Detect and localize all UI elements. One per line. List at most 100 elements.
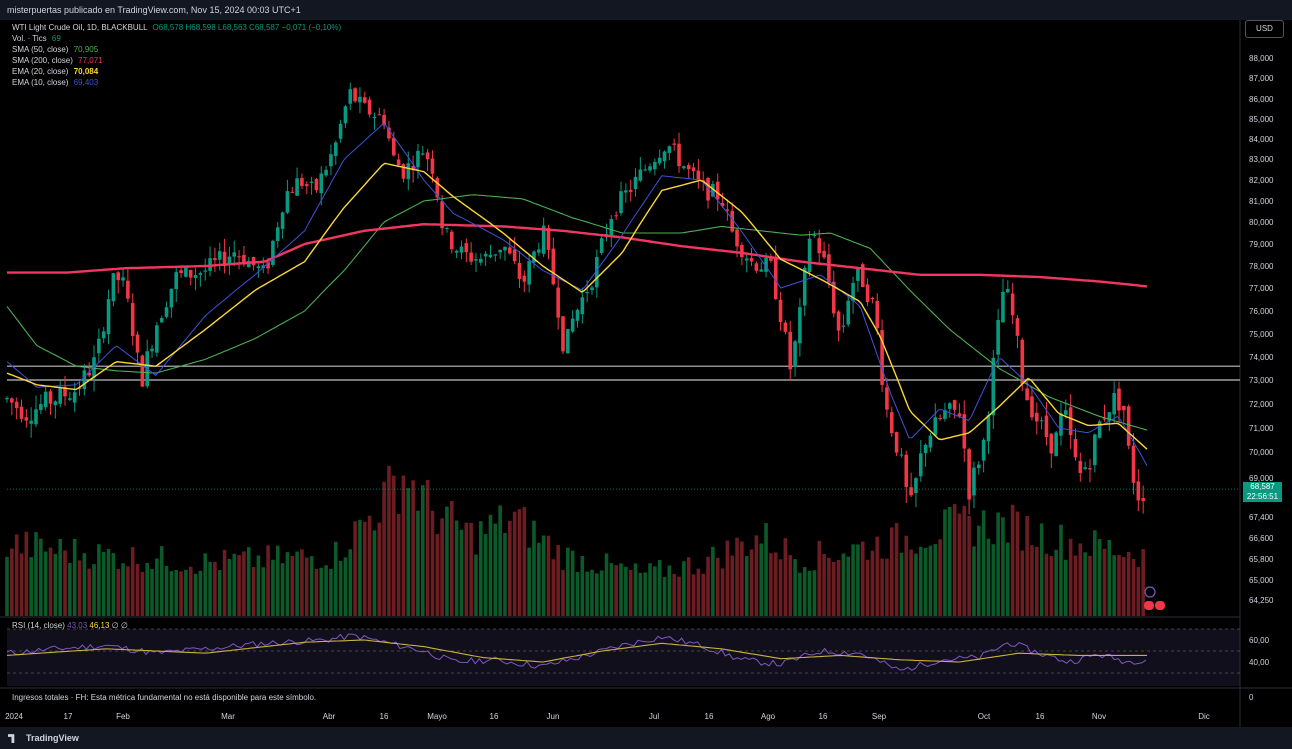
ema20-line <box>6 162 1148 450</box>
chart-canvas[interactable]: 88,000 87,000 86,000 85,000 84,000 83,000 82,0… <box>0 20 1292 727</box>
volume-bar <box>1044 553 1049 616</box>
price-tick-label: 80,000 <box>1249 218 1274 227</box>
volume-bar <box>653 566 657 616</box>
candle-body <box>290 191 295 193</box>
volume-bar <box>227 558 232 616</box>
rsi-legend[interactable]: RSI (14, close) 43,03 46,13 ∅ ∅ <box>12 621 128 630</box>
candle-body <box>1107 412 1112 422</box>
volume-bar <box>638 572 643 616</box>
volume-bar <box>986 538 991 616</box>
candle-body <box>541 225 546 254</box>
candle-body <box>889 412 894 434</box>
price-tick-label: 67,400 <box>1249 513 1274 522</box>
volume-bar <box>121 563 125 616</box>
volume-bar <box>1035 546 1039 616</box>
sma50-indicator[interactable]: SMA (50, close) 70,905 <box>12 44 341 55</box>
volume-bar <box>10 548 14 616</box>
volume-bar <box>362 521 367 616</box>
volume-bar <box>1078 543 1083 616</box>
candle-body <box>222 251 227 267</box>
candle-body <box>377 114 382 116</box>
time-tick-label: Oct <box>978 712 991 721</box>
candle-body <box>14 401 19 409</box>
currency-button[interactable]: USD <box>1245 20 1284 38</box>
time-tick-label: 2024 <box>5 712 23 721</box>
volume-bar <box>672 573 676 616</box>
candle-body <box>309 181 314 183</box>
volume-bar <box>1083 552 1087 616</box>
volume-bar <box>19 553 24 616</box>
rsi-ma-value: 46,13 <box>89 621 110 630</box>
volume-bar <box>817 540 822 616</box>
candle-body <box>101 331 106 339</box>
ema20-indicator[interactable]: EMA (20, close) 70,084 <box>12 66 341 77</box>
volume-bar <box>159 546 164 616</box>
volume-bar <box>880 558 884 616</box>
candle-body <box>459 246 464 253</box>
ema10-indicator[interactable]: EMA (10, close) 69,403 <box>12 77 341 88</box>
volume-bar <box>918 546 923 616</box>
volume-bar <box>899 552 904 616</box>
candle-body <box>575 309 580 321</box>
volume-bar <box>353 521 357 616</box>
volume-bar <box>614 565 618 616</box>
candle-body <box>445 228 449 230</box>
volume-bar <box>1117 554 1121 616</box>
tradingview-logo[interactable]: TradingView <box>8 727 79 749</box>
candle-body <box>1102 418 1107 420</box>
candle-body <box>435 177 440 198</box>
candle-body <box>628 189 633 192</box>
volume-bar <box>1068 538 1073 616</box>
price-tick-label: 88,000 <box>1249 54 1274 63</box>
candle-body <box>53 401 58 406</box>
volume-bar <box>667 565 672 616</box>
volume-bar <box>469 522 473 616</box>
candle-body <box>1078 460 1083 474</box>
ema10-label: EMA (10, close) <box>12 78 69 87</box>
volume-bar <box>860 541 865 616</box>
volume-bar <box>391 475 396 616</box>
volume-bar <box>106 549 111 616</box>
price-tick-label: 65,000 <box>1249 576 1274 585</box>
volume-bar <box>333 541 338 616</box>
rsi-ma-line <box>6 639 1147 663</box>
time-tick-label: Mar <box>221 712 235 721</box>
candle-body <box>1083 467 1087 469</box>
candle-body <box>1044 415 1049 438</box>
volume-bar <box>1059 524 1063 616</box>
symbol-row[interactable]: WTI Light Crude Oil, 1D, BLACKBULL O68,5… <box>12 22 341 33</box>
volume-bar <box>440 518 444 616</box>
volume-bar <box>759 543 764 616</box>
candle-body <box>793 341 797 367</box>
candle-body <box>406 163 411 180</box>
candle-body <box>667 146 672 153</box>
price-tick-label: 85,000 <box>1249 115 1274 124</box>
volume-bar <box>1122 557 1126 616</box>
sma200-indicator[interactable]: SMA (200, close) 77,071 <box>12 55 341 66</box>
fundamental-note: Ingresos totales · FH: Esta métrica fund… <box>12 693 317 702</box>
candle-body <box>933 417 938 436</box>
candle-body <box>10 398 14 403</box>
candle-body <box>696 170 701 180</box>
candle-body <box>827 254 831 283</box>
volume-bar <box>416 510 420 616</box>
candle-body <box>986 415 991 442</box>
candle-body <box>749 258 754 262</box>
fundamental-zero-label: 0 <box>1249 693 1254 702</box>
candle-body <box>831 281 836 314</box>
volume-bar <box>996 512 1000 616</box>
time-tick-label: Jul <box>649 712 659 721</box>
rsi-value: 43,03 <box>67 621 88 630</box>
volume-bar <box>377 522 382 616</box>
candle-body <box>19 406 24 419</box>
volume-bar <box>508 520 512 616</box>
volume-bar <box>570 550 575 616</box>
earnings-flag-icon <box>1144 601 1154 610</box>
candle-body <box>285 191 290 213</box>
volume-indicator[interactable]: Vol. · Tics 69 <box>12 33 341 44</box>
publisher-bar: misterpuertas publicado en TradingView.c… <box>0 0 1292 20</box>
volume-bar <box>324 565 328 616</box>
candle-body <box>1039 420 1044 422</box>
volume-bar <box>981 510 986 616</box>
last-price-countdown: 22:56:51 <box>1246 492 1279 501</box>
